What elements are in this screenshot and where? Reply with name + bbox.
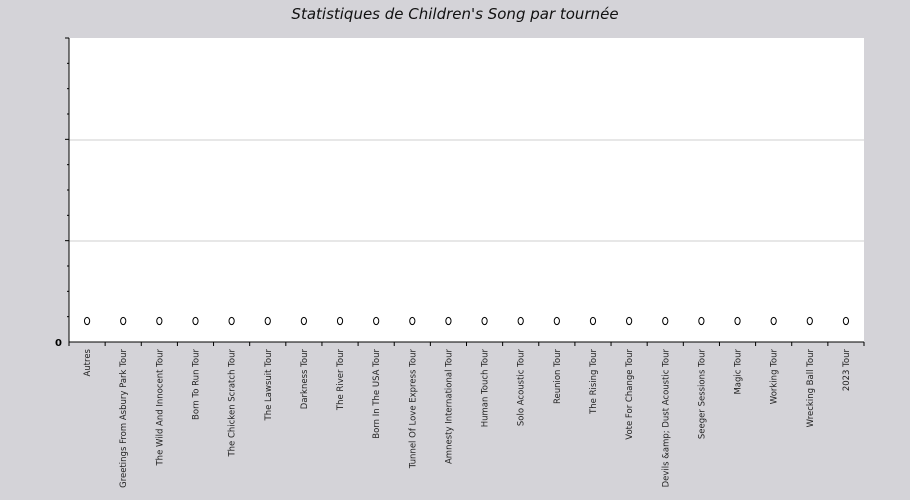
data-point-8 — [373, 316, 380, 326]
data-point-1 — [120, 316, 127, 326]
data-point-19 — [770, 316, 777, 326]
data-point-3 — [192, 316, 199, 326]
x-tick-label-10: Amnesty International Tour — [444, 349, 454, 464]
x-ticks — [68, 342, 865, 346]
data-point-12 — [517, 316, 524, 326]
x-tick-label-12: Solo Acoustic Tour — [517, 349, 527, 427]
x-tick-label-7: The River Tour — [336, 349, 346, 412]
x-tick-label-4: The Chicken Scratch Tour — [228, 349, 238, 458]
data-point-16 — [662, 316, 669, 326]
x-tick-label-5: The Lawsuit Tour — [264, 348, 274, 421]
x-tick-label-13: Reunion Tour — [553, 349, 563, 405]
x-tick-label-15: Vote For Change Tour — [625, 349, 635, 440]
y-tick-label-zero: 0 — [55, 338, 62, 349]
data-point-0 — [83, 316, 91, 326]
data-point-15 — [626, 316, 633, 326]
x-tick-label-21: 2023 Tour — [842, 349, 852, 392]
data-point-18 — [734, 316, 741, 326]
data-point-9 — [409, 316, 416, 326]
data-point-4 — [228, 316, 235, 326]
grid-lines — [69, 139, 864, 242]
x-tick-label-1: Greetings From Asbury Park Tour — [119, 349, 129, 488]
x-labels: Autres Greetings From Asbury Park Tour The… — [83, 348, 852, 487]
data-point-2 — [156, 316, 163, 326]
data-point-20 — [806, 316, 813, 326]
x-tick-label-0: Autres — [83, 348, 93, 376]
data-point-13 — [553, 316, 560, 326]
x-tick-label-2: The Wild And Innocent Tour — [155, 349, 165, 467]
x-tick-label-6: Darkness Tour — [300, 349, 310, 410]
data-point-21 — [842, 316, 850, 326]
x-tick-label-17: Seeger Sessions Tour — [697, 349, 707, 440]
data-point-6 — [300, 316, 307, 326]
chart-title: Statistiques de Children's Song par tour… — [291, 5, 619, 23]
data-points — [83, 316, 850, 326]
data-point-17 — [698, 316, 705, 326]
data-point-5 — [264, 316, 271, 326]
data-point-11 — [481, 316, 488, 326]
x-tick-label-9: Tunnel Of Love Express Tour — [408, 349, 418, 470]
data-point-7 — [336, 316, 344, 326]
x-tick-label-8: Born In The USA Tour — [372, 349, 382, 439]
x-tick-label-16: Devils &amp; Dust Acoustic Tour — [661, 348, 671, 487]
x-tick-label-3: Born To Run Tour — [191, 349, 201, 420]
x-tick-label-19: Working Tour — [770, 348, 780, 404]
plot-area — [69, 38, 864, 342]
x-tick-label-18: Magic Tour — [734, 349, 744, 395]
x-tick-label-14: The Rising Tour — [589, 349, 599, 415]
data-point-14 — [589, 316, 597, 326]
data-point-10 — [445, 316, 452, 326]
x-tick-label-20: Wrecking Ball Tour — [806, 349, 816, 428]
x-tick-label-11: Human Touch Tour — [481, 349, 491, 428]
